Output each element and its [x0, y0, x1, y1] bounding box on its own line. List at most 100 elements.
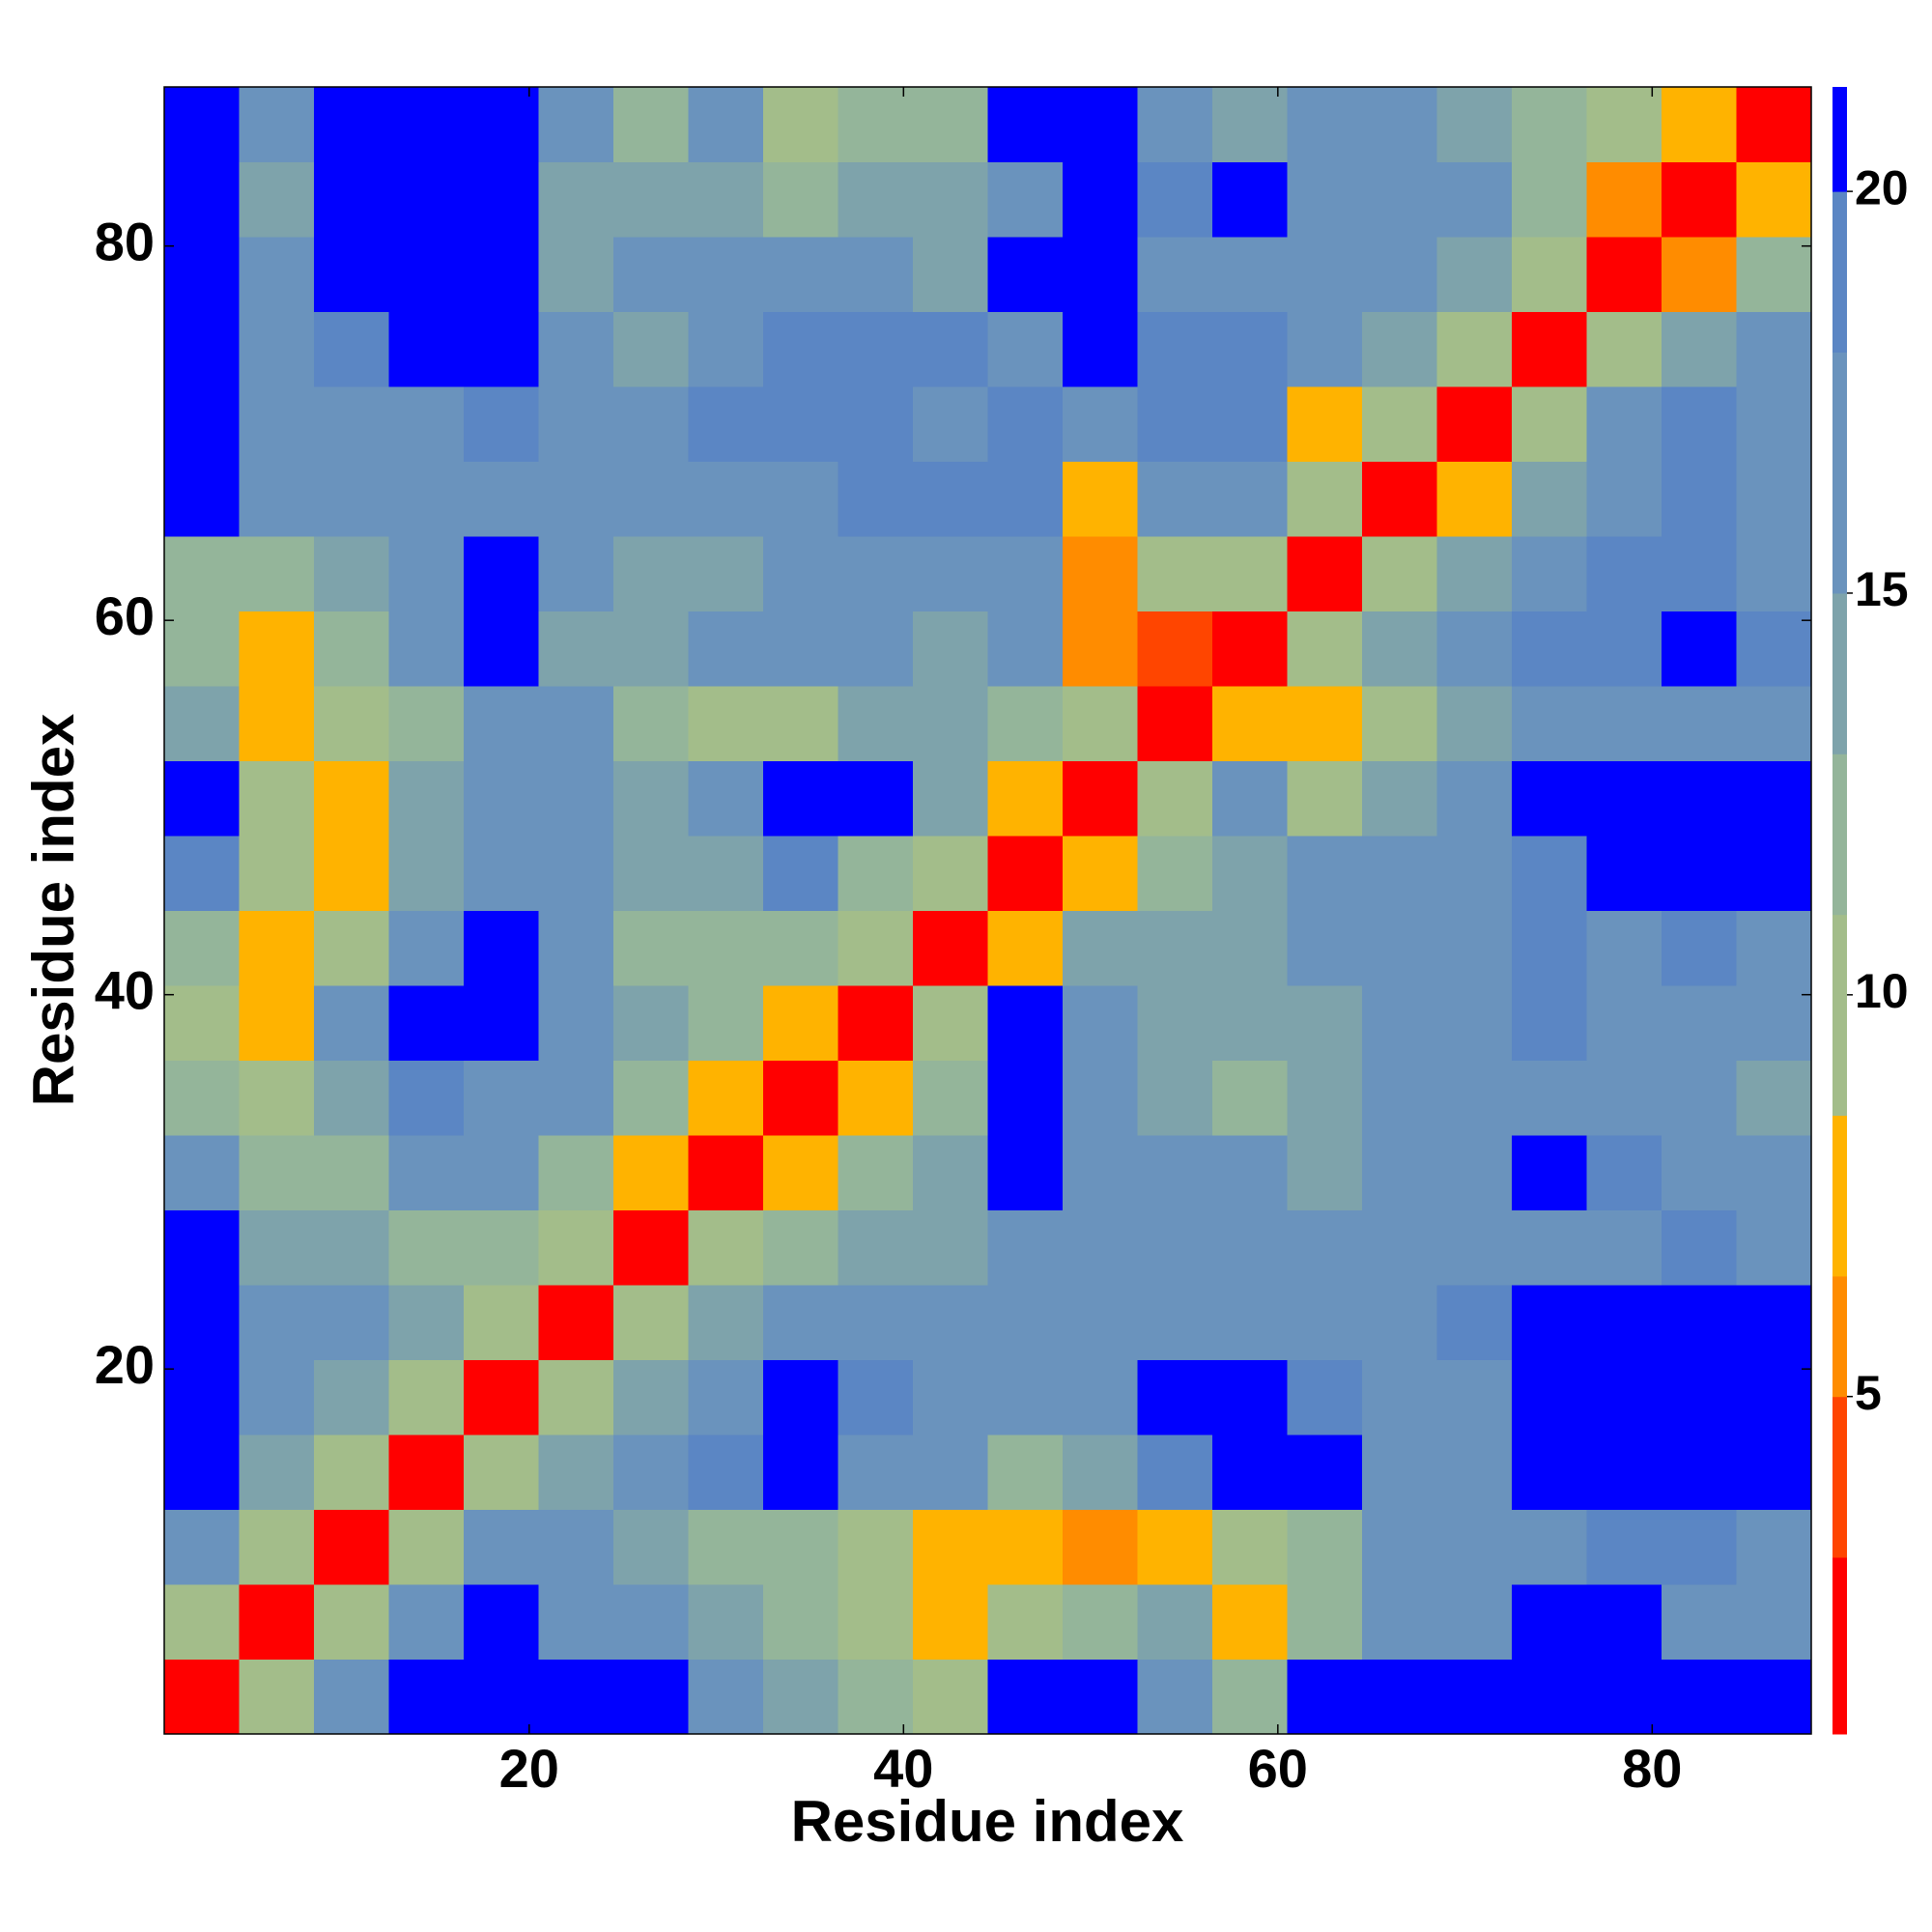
heatmap-cell	[164, 1135, 240, 1210]
heatmap-cell	[688, 1359, 764, 1435]
heatmap-cell	[1662, 1209, 1737, 1286]
heatmap-cell	[1736, 1584, 1812, 1660]
heatmap-cell	[838, 611, 914, 687]
heatmap-cell	[314, 985, 389, 1061]
heatmap-cell	[464, 1135, 539, 1210]
heatmap-cell	[1137, 1060, 1213, 1136]
heatmap-cell	[1063, 985, 1138, 1061]
heatmap-cell	[913, 1359, 988, 1435]
heatmap-cell	[1137, 686, 1213, 761]
heatmap-cell	[987, 1435, 1064, 1510]
y-tick-label: 60	[95, 585, 155, 646]
heatmap-cell	[1137, 910, 1213, 986]
heatmap-cell	[239, 910, 315, 986]
heatmap-cell	[613, 1060, 689, 1136]
heatmap-cell	[1362, 910, 1437, 986]
heatmap-cell	[164, 161, 240, 238]
heatmap-cell	[1362, 1060, 1437, 1136]
heatmap-cell	[688, 1509, 764, 1585]
heatmap-cell	[538, 1135, 614, 1210]
heatmap-cell	[688, 461, 764, 537]
heatmap-cell	[538, 461, 614, 537]
heatmap-cell	[1662, 1359, 1737, 1435]
heatmap-cell	[239, 536, 315, 611]
heatmap-cell	[763, 1135, 838, 1210]
heatmap-cell	[1287, 686, 1363, 761]
heatmap-cell	[763, 836, 838, 911]
heatmap-cell	[838, 461, 914, 537]
heatmap-cell	[1287, 1435, 1363, 1510]
heatmap-cell	[1662, 536, 1737, 611]
heatmap-cell	[913, 237, 988, 312]
heatmap-cell	[1586, 1209, 1662, 1286]
heatmap-cell	[239, 461, 315, 537]
heatmap-cell	[1212, 386, 1288, 462]
heatmap-cell	[314, 87, 389, 162]
heatmap-cell	[1662, 1285, 1737, 1360]
heatmap-cell	[1586, 386, 1662, 462]
heatmap-cell	[1362, 985, 1437, 1061]
heatmap-cell	[1586, 161, 1662, 238]
y-axis-label: Residue index	[21, 714, 86, 1107]
heatmap-cell	[1512, 1209, 1587, 1286]
heatmap-cell	[763, 760, 838, 837]
heatmap-cell	[1436, 1209, 1513, 1286]
heatmap-cell	[1212, 1659, 1288, 1735]
heatmap-cell	[838, 836, 914, 911]
heatmap-cell	[1436, 161, 1513, 238]
heatmap-cell	[314, 461, 389, 537]
heatmap-cell	[1212, 1060, 1288, 1136]
heatmap-cell	[1362, 386, 1437, 462]
heatmap-cell	[987, 1584, 1064, 1660]
heatmap-cell	[1137, 386, 1213, 462]
heatmap-cell	[613, 985, 689, 1061]
colorbar-segment	[1833, 1275, 1847, 1398]
heatmap-cell	[538, 985, 614, 1061]
heatmap-cell	[388, 87, 465, 162]
heatmap-cell	[1436, 1509, 1513, 1585]
heatmap-cell	[388, 1584, 465, 1660]
heatmap-cell	[239, 760, 315, 837]
y-tick-label: 20	[95, 1334, 155, 1395]
heatmap-cell	[1362, 237, 1437, 312]
heatmap-cell	[1586, 237, 1662, 312]
heatmap-cell	[1137, 1285, 1213, 1360]
heatmap-cell	[1063, 1359, 1138, 1435]
heatmap-cell	[314, 1359, 389, 1435]
heatmap-cell	[464, 686, 539, 761]
heatmap-cell	[1736, 760, 1812, 837]
heatmap-cell	[164, 237, 240, 312]
heatmap-cell	[613, 1435, 689, 1510]
heatmap-cell	[613, 1285, 689, 1360]
heatmap-cell	[1137, 1209, 1213, 1286]
heatmap-cell	[1586, 311, 1662, 387]
heatmap-cell	[987, 1359, 1064, 1435]
heatmap-cell	[1212, 1359, 1288, 1435]
heatmap-cell	[314, 1209, 389, 1286]
heatmap-cell	[1512, 461, 1587, 537]
colorbar-tick-label: 10	[1855, 964, 1909, 1018]
heatmap-cell	[1212, 1509, 1288, 1585]
heatmap-cell	[987, 536, 1064, 611]
colorbar-segment	[1833, 914, 1847, 1117]
heatmap-cell	[388, 760, 465, 837]
heatmap-cell	[239, 1359, 315, 1435]
heatmap-cell	[314, 161, 389, 238]
colorbar-segment	[1833, 1115, 1847, 1277]
heatmap-cell	[314, 237, 389, 312]
heatmap-cell	[1362, 1435, 1437, 1510]
heatmap-cell	[1436, 1135, 1513, 1210]
heatmap-cell	[314, 1435, 389, 1510]
heatmap-cell	[1662, 386, 1737, 462]
heatmap-cell	[688, 1659, 764, 1735]
heatmap-cell	[1063, 760, 1138, 837]
heatmap-cell	[1137, 311, 1213, 387]
heatmap-cell	[1362, 1509, 1437, 1585]
heatmap-cell	[913, 1209, 988, 1286]
heatmap-cell	[538, 1509, 614, 1585]
heatmap-cell	[464, 1584, 539, 1660]
heatmap-cell	[388, 161, 465, 238]
colorbar-segment	[1833, 87, 1847, 192]
heatmap-cell	[1736, 87, 1812, 162]
